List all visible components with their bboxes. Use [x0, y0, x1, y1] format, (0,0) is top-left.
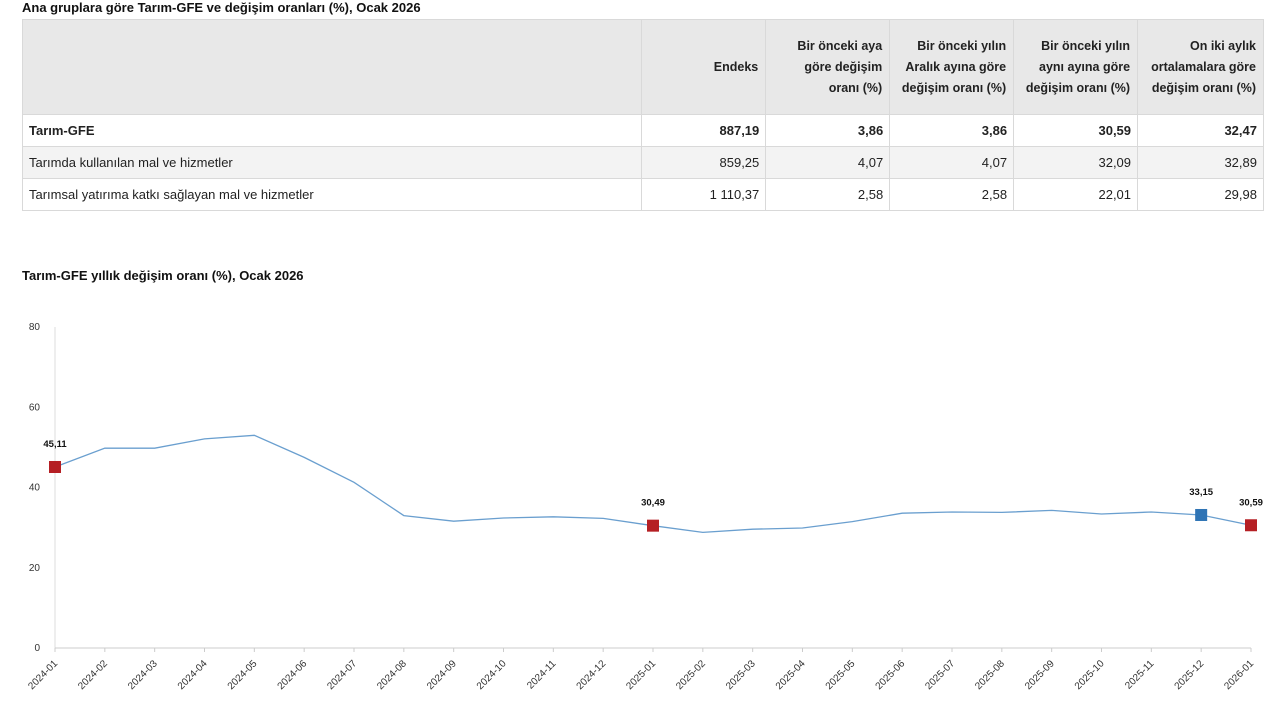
- x-tick-label: 2024-08: [375, 658, 409, 692]
- data-point-marker: [49, 460, 61, 473]
- table-header-row: Endeks Bir önceki aya göre değişim oranı…: [21, 19, 1264, 115]
- x-tick-label: 2025-10: [1073, 658, 1107, 692]
- table-cell: 2,58: [889, 178, 1015, 211]
- x-tick-label: 2024-12: [575, 658, 609, 692]
- header-cell: Endeks: [641, 19, 767, 115]
- x-tick-label: 2024-09: [425, 658, 459, 692]
- data-label: 30,49: [641, 498, 665, 509]
- table-cell: 3,86: [765, 114, 891, 147]
- table-cell: 2,58: [765, 178, 891, 211]
- x-tick-label: 2024-05: [226, 658, 260, 692]
- x-tick-label: 2024-11: [525, 658, 559, 692]
- series-line-group: [54, 434, 1252, 534]
- stats-table: Endeks Bir önceki aya göre değişim oranı…: [21, 19, 1264, 211]
- x-tick-label: 2025-02: [674, 658, 708, 692]
- x-tick-label: 2024-02: [76, 658, 110, 692]
- row-label: Tarımsal yatırıma katkı sağlayan mal ve …: [21, 178, 643, 211]
- x-tick-label: 2025-08: [973, 658, 1007, 692]
- x-tick-label: 2025-01: [624, 658, 658, 692]
- table-title: Ana gruplara göre Tarım-GFE ve değişim o…: [22, 0, 421, 15]
- x-tick-label: 2026-01: [1222, 658, 1256, 692]
- data-point-marker: [1245, 519, 1257, 532]
- x-tick-label: 2025-12: [1173, 658, 1207, 692]
- table-row: Tarımsal yatırıma katkı sağlayan mal ve …: [21, 178, 1264, 211]
- data-label: 30,59: [1239, 497, 1263, 508]
- table-cell: 22,01: [1013, 178, 1139, 211]
- x-tick-label: 2024-10: [475, 658, 509, 692]
- table-cell: 1 110,37: [641, 178, 767, 211]
- x-tick-label: 2024-04: [176, 658, 210, 692]
- series-line: [54, 434, 1252, 534]
- x-tick-label: 2024-03: [126, 658, 160, 692]
- x-axis: 2024-01 2024-02 2024-03 2024-04 2024-05 2024-…: [26, 647, 1256, 692]
- table-cell: 30,59: [1013, 114, 1139, 147]
- x-tick-label: 2025-06: [874, 658, 908, 692]
- data-point-marker: [647, 519, 659, 532]
- y-tick-label: 80: [29, 322, 41, 333]
- y-axis: 0 20 40 60 80: [29, 322, 56, 654]
- marker-group: 45,11 30,49 33,15 30,59: [43, 439, 1263, 532]
- header-cell: Bir önceki yılın Aralık ayına göre değiş…: [889, 19, 1015, 115]
- x-tick-label: 2025-04: [774, 658, 808, 692]
- header-cell: Bir önceki yılın aynı ayına göre değişim…: [1013, 19, 1139, 115]
- header-cell: [21, 19, 643, 115]
- header-cell: On iki aylık ortalamalara göre değişim o…: [1137, 19, 1264, 115]
- table-cell: 32,47: [1137, 114, 1264, 147]
- table-cell: 859,25: [641, 146, 767, 179]
- table-row: Tarım-GFE 887,19 3,86 3,86 30,59 32,47: [21, 114, 1264, 147]
- table-cell: 887,19: [641, 114, 767, 147]
- x-tick-label: 2025-09: [1023, 658, 1057, 692]
- table-cell: 29,98: [1137, 178, 1264, 211]
- header-cell: Bir önceki aya göre değişim oranı (%): [765, 19, 891, 115]
- x-tick-label: 2024-01: [26, 658, 60, 692]
- x-tick-label: 2024-06: [276, 658, 310, 692]
- x-tick-label: 2025-05: [824, 658, 858, 692]
- row-label: Tarım-GFE: [21, 114, 643, 147]
- x-tick-label: 2025-03: [724, 658, 758, 692]
- data-point-marker: [1195, 508, 1208, 521]
- data-label: 33,15: [1189, 487, 1213, 498]
- x-tick-label: 2025-07: [923, 658, 957, 692]
- row-label: Tarımda kullanılan mal ve hizmetler: [21, 146, 643, 179]
- x-tick-label: 2025-11: [1123, 658, 1157, 692]
- y-tick-label: 40: [29, 483, 41, 494]
- y-tick-label: 60: [29, 402, 41, 413]
- table-cell: 32,09: [1013, 146, 1139, 179]
- y-tick-label: 0: [34, 643, 40, 654]
- table-cell: 4,07: [889, 146, 1015, 179]
- y-tick-label: 20: [29, 563, 41, 574]
- chart-title: Tarım-GFE yıllık değişim oranı (%), Ocak…: [22, 268, 304, 283]
- x-tick-label: 2024-07: [325, 658, 359, 692]
- table-cell: 4,07: [765, 146, 891, 179]
- data-label: 45,11: [43, 439, 67, 450]
- table-cell: 32,89: [1137, 146, 1264, 179]
- table-row: Tarımda kullanılan mal ve hizmetler 859,…: [21, 146, 1264, 179]
- table-cell: 3,86: [889, 114, 1015, 147]
